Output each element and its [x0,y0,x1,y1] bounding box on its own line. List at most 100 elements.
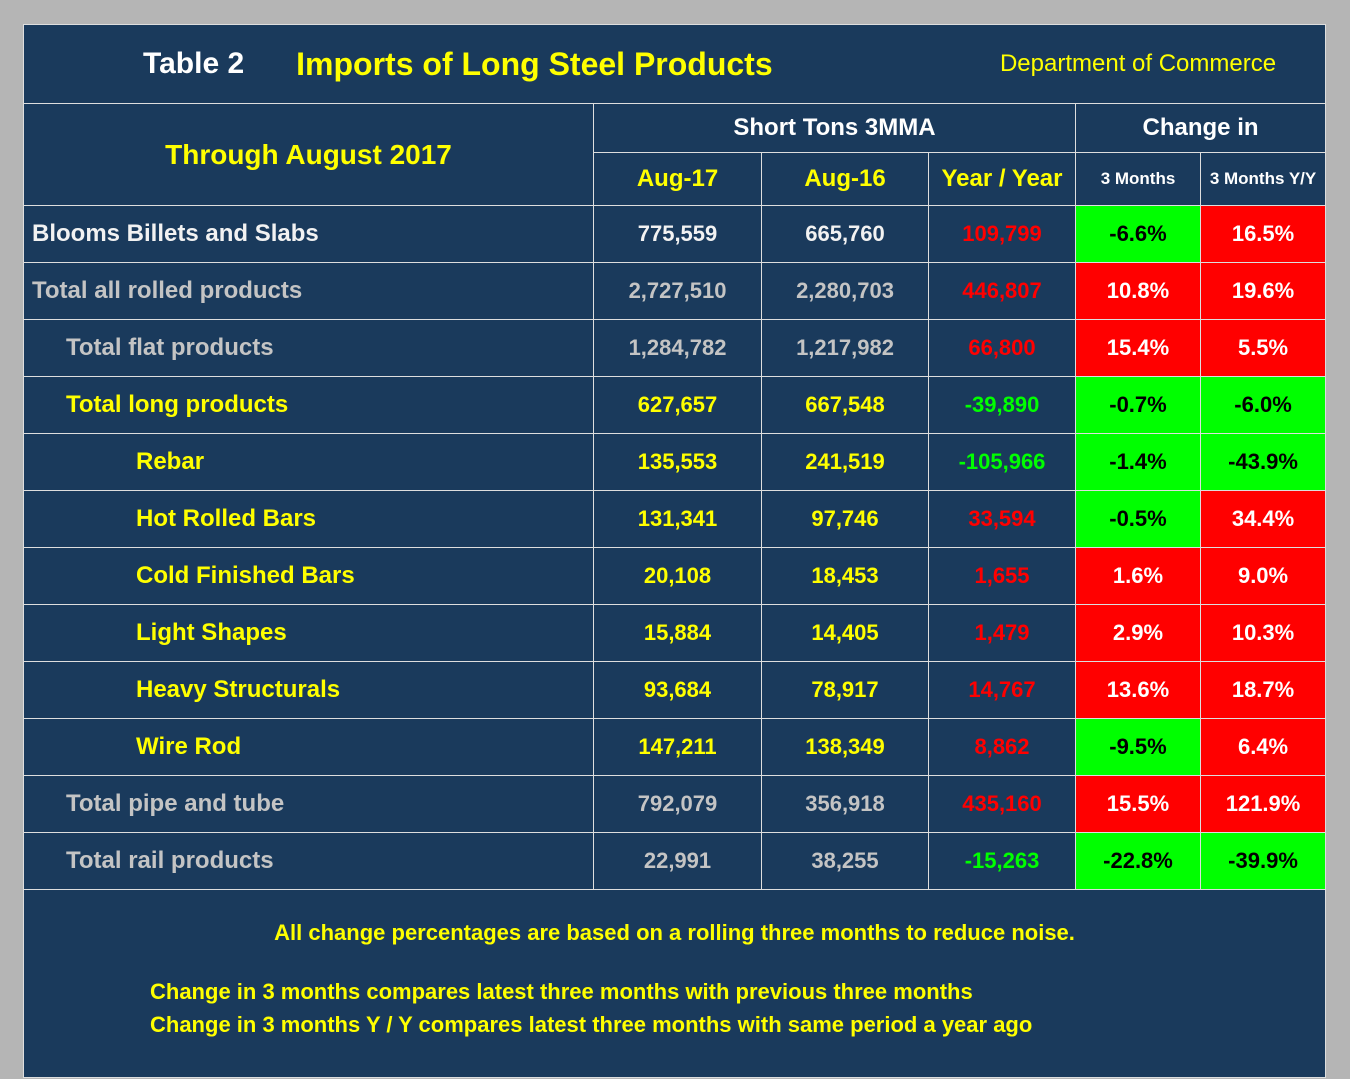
year-year-value: 446,807 [928,262,1076,320]
table-row: Total long products 627,657 667,548 -39,… [23,376,1327,434]
table-row: Total rail products 22,991 38,255 -15,26… [23,832,1327,890]
table-frame: Table 2 Imports of Long Steel Products D… [22,24,1327,1078]
col-3-months-header: 3 Months [1075,152,1201,206]
row-label: Total pipe and tube [23,775,594,833]
aug17-value: 20,108 [593,547,762,605]
year-year-value: 33,594 [928,490,1076,548]
col-aug16-header: Aug-16 [761,152,929,206]
table-row: Total pipe and tube 792,079 356,918 435,… [23,775,1327,833]
aug16-value: 241,519 [761,433,929,491]
change-3mo-cell: -1.4% [1075,433,1201,491]
year-year-value: -15,263 [928,832,1076,890]
page-title: Imports of Long Steel Products [296,45,773,82]
table-row: Heavy Structurals 93,684 78,917 14,767 1… [23,661,1327,719]
row-label: Wire Rod [23,718,594,776]
change-3mo-yy-cell: 16.5% [1199,205,1327,263]
aug17-value: 775,559 [593,205,762,263]
change-3mo-cell: 2.9% [1075,604,1201,662]
period-header: Through August 2017 [23,103,594,206]
change-3mo-cell: -0.7% [1075,376,1201,434]
title-row: Table 2 Imports of Long Steel Products D… [22,24,1327,104]
column-group-row: Through August 2017 Short Tons 3MMA Chan… [23,103,1327,206]
table-row: Cold Finished Bars 20,108 18,453 1,655 1… [23,547,1327,605]
change-3mo-yy-cell: 18.7% [1199,661,1327,719]
year-year-value: 8,862 [928,718,1076,776]
aug16-value: 14,405 [761,604,929,662]
change-3mo-yy-cell: 34.4% [1199,490,1327,548]
aug17-value: 15,884 [593,604,762,662]
aug17-value: 147,211 [593,718,762,776]
change-3mo-cell: -0.5% [1075,490,1201,548]
table-row: Blooms Billets and Slabs 775,559 665,760… [23,205,1327,263]
aug16-value: 18,453 [761,547,929,605]
aug17-value: 1,284,782 [593,319,762,377]
short-tons-group-header: Short Tons 3MMA [593,103,1076,153]
row-label: Total all rolled products [23,262,594,320]
source-label: Department of Commerce [999,50,1277,77]
row-label: Rebar [23,433,594,491]
year-year-value: 1,479 [928,604,1076,662]
aug16-value: 97,746 [761,490,929,548]
table-row: Total flat products 1,284,782 1,217,982 … [23,319,1327,377]
table-row: Wire Rod 147,211 138,349 8,862 -9.5% 6.4… [23,718,1327,776]
change-in-group-header: Change in [1074,103,1327,153]
aug16-value: 1,217,982 [761,319,929,377]
change-3mo-yy-cell: 10.3% [1199,604,1327,662]
row-label: Total rail products [23,832,594,890]
change-3mo-cell: -22.8% [1075,832,1201,890]
table-row: Hot Rolled Bars 131,341 97,746 33,594 -0… [23,490,1327,548]
col-3-months-yy-header: 3 Months Y/Y [1199,152,1327,206]
change-3mo-yy-cell: -39.9% [1199,832,1327,890]
change-3mo-cell: 10.8% [1075,262,1201,320]
aug16-value: 2,280,703 [761,262,929,320]
row-label: Blooms Billets and Slabs [23,205,594,263]
change-3mo-cell: 1.6% [1075,547,1201,605]
row-label: Total flat products [23,319,594,377]
change-3mo-cell: -9.5% [1075,718,1201,776]
year-year-value: -105,966 [928,433,1076,491]
aug17-value: 2,727,510 [593,262,762,320]
aug16-value: 665,760 [761,205,929,263]
table-row: Total all rolled products 2,727,510 2,28… [23,262,1327,320]
aug17-value: 792,079 [593,775,762,833]
year-year-value: 109,799 [928,205,1076,263]
aug17-value: 135,553 [593,433,762,491]
year-year-value: 1,655 [928,547,1076,605]
change-3mo-yy-cell: -43.9% [1199,433,1327,491]
footnote-3mo-yy: Change in 3 months Y / Y compares latest… [150,1012,1033,1037]
aug17-value: 627,657 [593,376,762,434]
table-row: Light Shapes 15,884 14,405 1,479 2.9% 10… [23,604,1327,662]
change-3mo-yy-cell: 5.5% [1199,319,1327,377]
aug16-value: 38,255 [761,832,929,890]
change-3mo-yy-cell: 6.4% [1199,718,1327,776]
year-year-value: 14,767 [928,661,1076,719]
year-year-value: 435,160 [928,775,1076,833]
change-3mo-yy-cell: 19.6% [1199,262,1327,320]
aug16-value: 138,349 [761,718,929,776]
change-3mo-yy-cell: 9.0% [1199,547,1327,605]
year-year-value: -39,890 [928,376,1076,434]
table-number-label: Table 2 [143,47,245,80]
imports-table: Table 2 Imports of Long Steel Products D… [22,24,1327,1078]
change-3mo-cell: 13.6% [1075,661,1201,719]
row-label: Light Shapes [23,604,594,662]
footnotes-row: All change percentages are based on a ro… [22,889,1327,1078]
row-label: Cold Finished Bars [23,547,594,605]
aug16-value: 356,918 [761,775,929,833]
change-3mo-cell: 15.5% [1075,775,1201,833]
aug17-value: 93,684 [593,661,762,719]
change-3mo-yy-cell: -6.0% [1199,376,1327,434]
row-label: Heavy Structurals [23,661,594,719]
aug17-value: 131,341 [593,490,762,548]
change-3mo-cell: -6.6% [1075,205,1201,263]
col-aug17-header: Aug-17 [593,152,762,206]
aug16-value: 667,548 [761,376,929,434]
footnote-3mo: Change in 3 months compares latest three… [150,979,973,1004]
row-label: Hot Rolled Bars [23,490,594,548]
footnote-rolling: All change percentages are based on a ro… [274,920,1075,945]
col-year-year-header: Year / Year [928,152,1076,206]
change-3mo-cell: 15.4% [1075,319,1201,377]
table-row: Rebar 135,553 241,519 -105,966 -1.4% -43… [23,433,1327,491]
change-3mo-yy-cell: 121.9% [1199,775,1327,833]
row-label: Total long products [23,376,594,434]
